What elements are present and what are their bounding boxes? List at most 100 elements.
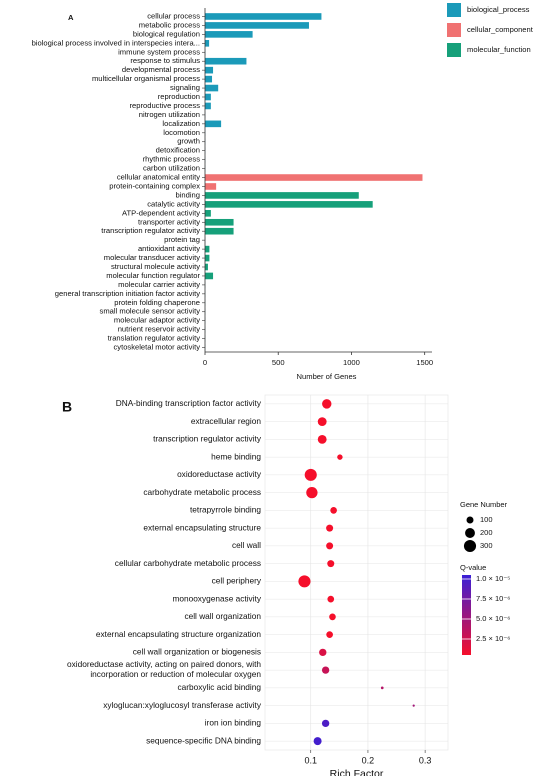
y-tick-label: transcription regulator activity — [153, 434, 262, 444]
bar — [205, 66, 214, 74]
y-tick-label: oxidoreductase activity — [177, 469, 262, 479]
y-tick-label: nutrient reservoir activity — [118, 325, 200, 334]
y-tick-label: heme binding — [211, 451, 261, 461]
bubble — [306, 486, 318, 499]
legend-label: 200 — [480, 528, 493, 537]
bubble — [298, 575, 311, 588]
y-tick-label: cellular carbohydrate metabolic process — [115, 558, 261, 568]
y-tick-label: protein folding chaperone — [114, 298, 200, 307]
y-tick-label: molecular transducer activity — [104, 253, 200, 262]
y-tick-label: cell periphery — [212, 576, 262, 586]
y-tick-label: antioxidant activity — [138, 244, 200, 253]
bar — [205, 210, 211, 217]
bar — [205, 40, 210, 47]
colorbar-label: 2.5 × 10⁻⁶ — [476, 634, 510, 643]
colorbar-label: 5.0 × 10⁻⁶ — [476, 614, 510, 623]
bubble — [380, 686, 384, 690]
bubble — [322, 399, 332, 409]
bar — [205, 245, 210, 253]
legend-label: biological_process — [467, 5, 530, 14]
bubble — [327, 560, 335, 568]
y-tick-label: response to stimulus — [130, 56, 200, 65]
legend-title: Gene Number — [460, 500, 508, 509]
y-tick-label: iron ion binding — [205, 718, 262, 728]
legend-swatch — [447, 23, 461, 37]
y-tick-label: sequence-specific DNA binding — [146, 735, 261, 745]
bubble — [317, 434, 327, 444]
y-tick-label: molecular adaptor activity — [114, 316, 200, 325]
panel-label: A — [68, 13, 74, 22]
y-tick-label: external encapsulating structure — [143, 522, 261, 532]
bar — [205, 174, 423, 181]
y-tick-label: tetrapyrrole binding — [190, 505, 261, 515]
bubble — [304, 468, 317, 481]
y-tick-label: monooxygenase activity — [172, 593, 261, 603]
x-axis-title: Rich Factor — [330, 768, 384, 776]
legend-title: Q-value — [460, 563, 486, 572]
y-tick-label: biological regulation — [133, 29, 200, 38]
bar — [205, 84, 219, 92]
y-tick-label: small molecule sensor activity — [100, 307, 201, 316]
bar — [205, 57, 247, 65]
y-tick-label: metabolic process — [139, 20, 200, 29]
y-tick-label: locomotion — [163, 128, 200, 137]
y-tick-label: cell wall organization — [184, 611, 261, 621]
y-tick-label: biological process involved in interspec… — [32, 38, 200, 47]
bar — [205, 102, 211, 110]
bubble — [326, 542, 334, 550]
bubble — [337, 454, 343, 460]
y-tick-label: extracellular region — [191, 416, 261, 426]
y-tick-label: protein-containing complex — [109, 181, 200, 190]
bar — [205, 254, 210, 262]
y-tick-label: nitrogen utilization — [139, 110, 200, 119]
y-tick-label: xyloglucan:xyloglucosyl transferase acti… — [103, 700, 262, 710]
plot-area — [264, 394, 449, 751]
x-tick-label: 0.3 — [419, 755, 432, 765]
legend-bubble — [463, 539, 477, 553]
panel-b: B 0.1 0.2 0.3 DNA-binding transcription fact… — [62, 394, 510, 776]
bar — [205, 22, 309, 29]
bubble — [330, 507, 337, 514]
y-tick-label: carboxylic acid binding — [178, 682, 262, 692]
bar — [205, 192, 359, 199]
bar — [205, 263, 208, 271]
bar — [205, 227, 234, 235]
bubble — [319, 648, 327, 657]
bar — [205, 75, 213, 83]
x-tick-label: 0 — [203, 358, 207, 367]
bubble — [327, 595, 335, 603]
y-tick-label: molecular function regulator — [106, 271, 200, 280]
bar — [205, 13, 322, 20]
y-tick-label: structural molecule activity — [111, 262, 200, 271]
y-tick-label: cell wall organization or biogenesis — [133, 647, 261, 657]
y-tick-label: signaling — [170, 83, 200, 92]
y-tick-label: translation regulator activity — [108, 334, 201, 343]
y-tick-label: cellular anatomical entity — [117, 173, 200, 182]
x-tick-label: 0.1 — [304, 755, 317, 765]
y-tick-label: general transcription initiation factor … — [55, 289, 200, 298]
bubble — [317, 417, 327, 427]
y-tick-label: localization — [162, 119, 200, 128]
x-axis-title: Number of Genes — [297, 372, 357, 381]
y-tick-label: detoxification — [156, 146, 200, 155]
y-tick-label: reproductive process — [130, 101, 201, 110]
y-tick-label: cellular process — [147, 11, 200, 20]
y-tick-label: external encapsulating structure organiz… — [96, 629, 262, 639]
x-tick-label: 0.2 — [362, 755, 375, 765]
y-tick-label: carbon utilization — [143, 164, 200, 173]
y-tick-label: reproduction — [158, 92, 200, 101]
bubble — [329, 613, 336, 621]
y-tick-label: rhythmic process — [143, 155, 201, 164]
x-tick-label: 1500 — [416, 358, 433, 367]
legend-swatch — [447, 3, 461, 17]
y-tick-label: multicellular organismal process — [92, 74, 200, 83]
y-tick-label: ATP-dependent activity — [122, 208, 200, 217]
bubble — [313, 737, 322, 746]
bubble — [326, 524, 334, 532]
y-tick-label: DNA-binding transcription factor activit… — [116, 398, 262, 408]
y-tick-label: transcription regulator activity — [101, 226, 200, 235]
colorbar — [462, 575, 471, 655]
y-tick-label: immune system process — [118, 47, 200, 56]
